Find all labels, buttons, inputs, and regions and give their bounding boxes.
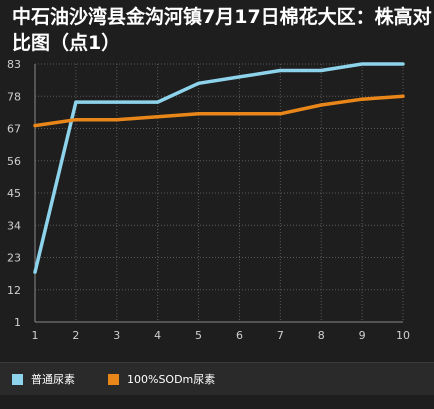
- x-tick-label: 2: [72, 329, 79, 342]
- x-tick-label: 3: [113, 329, 120, 342]
- legend-swatch-series-2: [108, 373, 119, 385]
- x-tick-labels: 1 2 3 4 5 6 7 8 9 10: [32, 329, 411, 342]
- y-tick-label: 78: [7, 90, 21, 103]
- series-2-point: [115, 118, 119, 122]
- x-tick-label: 1: [32, 329, 39, 342]
- series-2-point: [278, 112, 282, 116]
- y-tick-label: 23: [7, 252, 21, 265]
- legend-item-series-1: 普通尿素: [12, 372, 75, 386]
- legend: 普通尿素 100%SODm尿素: [0, 362, 434, 395]
- x-tick-label: 10: [396, 329, 410, 342]
- series-1-point: [33, 270, 37, 274]
- series-lines: [33, 62, 405, 274]
- y-tick-labels: 1 12 23 34 45 56 67 78 83: [7, 58, 21, 329]
- x-tick-label: 9: [359, 329, 366, 342]
- legend-swatch-series-1: [12, 373, 23, 385]
- x-tick-label: 5: [195, 329, 202, 342]
- series-2-point: [33, 124, 37, 128]
- x-tick-label: 4: [154, 329, 161, 342]
- series-2-point: [360, 97, 364, 101]
- series-1-point: [74, 100, 78, 104]
- series-line-1: [33, 62, 405, 274]
- y-tick-label: 67: [7, 123, 21, 136]
- y-tick-label: 34: [7, 219, 21, 232]
- y-tick-label: 83: [7, 58, 21, 71]
- x-tick-label: 6: [236, 329, 243, 342]
- series-1-point: [360, 62, 364, 66]
- series-1-point: [156, 100, 160, 104]
- series-1-point: [237, 75, 241, 79]
- chart-title: 中石油沙湾县金沟河镇7月17日棉花大区：株高对比图（点1）: [12, 6, 432, 54]
- series-line-2: [33, 94, 405, 128]
- legend-label-series-1: 普通尿素: [31, 373, 75, 386]
- series-1-point: [197, 81, 201, 85]
- series-2-point: [319, 103, 323, 107]
- x-tick-label: 8: [318, 329, 325, 342]
- series-1-point: [319, 68, 323, 72]
- x-tick-label: 7: [277, 329, 284, 342]
- y-tick-label: 56: [7, 155, 21, 168]
- y-tick-label: 45: [7, 187, 21, 200]
- y-tick-label: 1: [14, 316, 21, 329]
- series-2-point: [401, 94, 405, 98]
- legend-item-series-2: 100%SODm尿素: [108, 372, 215, 386]
- series-2-point: [197, 112, 201, 116]
- axes: [34, 64, 403, 323]
- legend-label-series-2: 100%SODm尿素: [127, 373, 216, 386]
- series-2-point: [74, 118, 78, 122]
- series-1-point: [115, 100, 119, 104]
- series-2-point: [237, 112, 241, 116]
- series-1-point: [401, 62, 405, 66]
- series-1-point: [278, 68, 282, 72]
- series-2-point: [156, 115, 160, 119]
- y-tick-label: 12: [7, 284, 21, 297]
